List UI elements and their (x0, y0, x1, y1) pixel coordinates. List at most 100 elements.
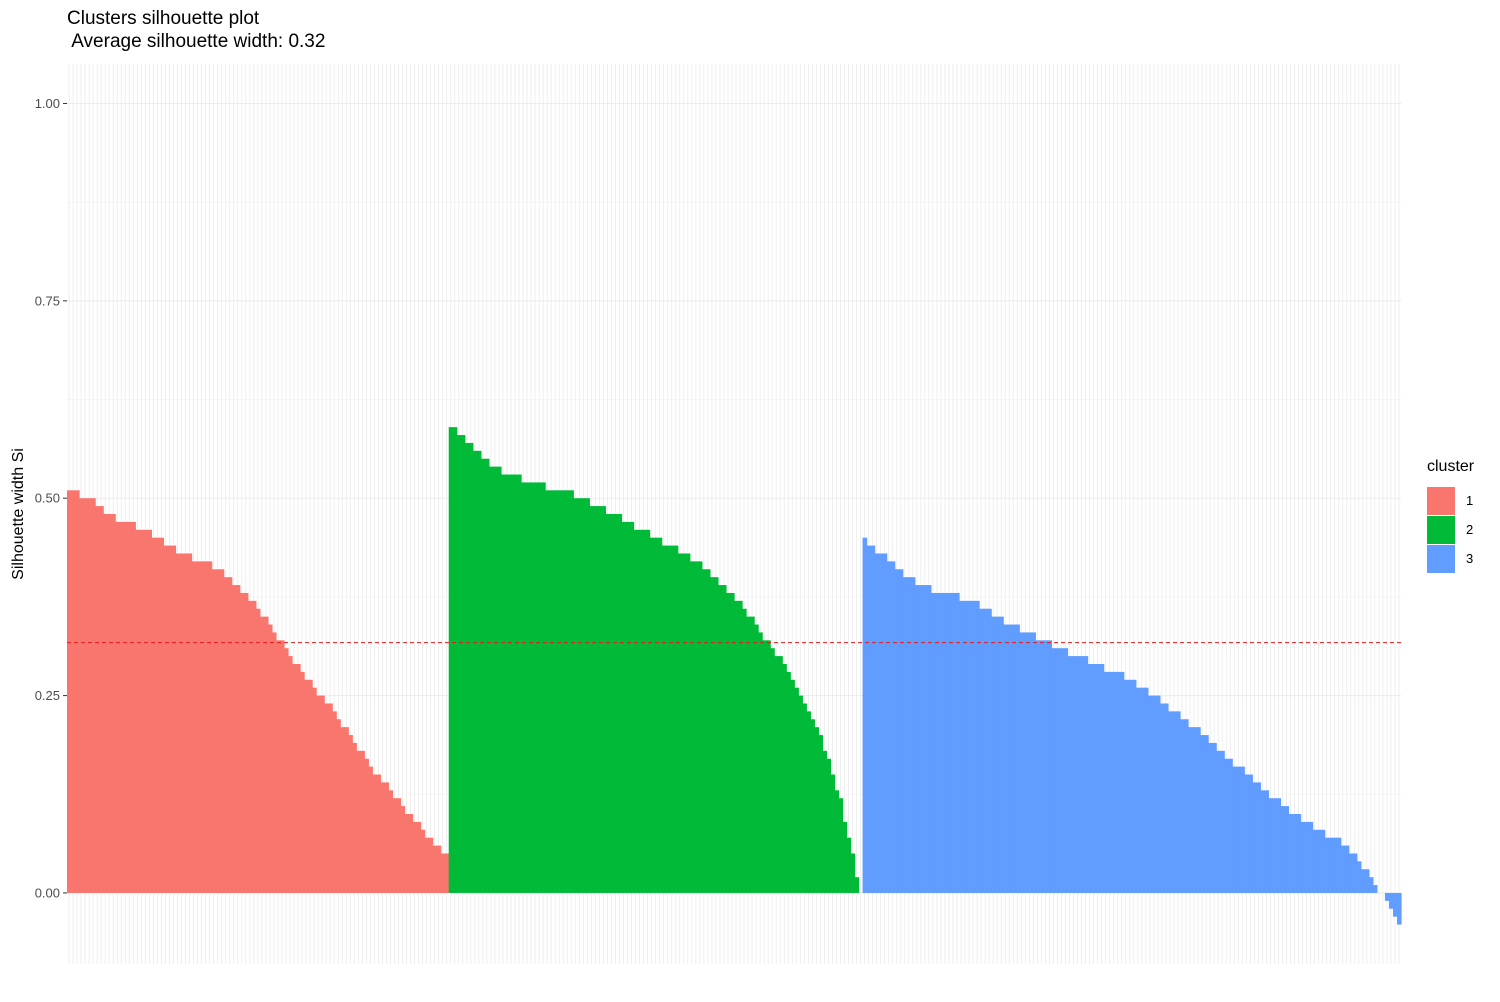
silhouette-bar-cluster-3 (1372, 885, 1378, 893)
silhouette-bar-cluster-1 (163, 545, 169, 893)
silhouette-bar-cluster-3 (1159, 703, 1165, 893)
silhouette-bar-cluster-1 (376, 774, 382, 893)
silhouette-bar-cluster-2 (677, 553, 683, 893)
silhouette-bar-cluster-3 (1316, 829, 1322, 893)
silhouette-bar-cluster-2 (476, 450, 482, 893)
silhouette-bar-cluster-2 (705, 569, 711, 893)
silhouette-bar-cluster-3 (1123, 679, 1129, 893)
silhouette-bar-cluster-3 (1023, 632, 1028, 893)
silhouette-bar-cluster-1 (287, 656, 293, 893)
silhouette-bar-cluster-1 (392, 798, 398, 893)
silhouette-bar-cluster-3 (1252, 782, 1257, 893)
silhouette-bar-cluster-2 (770, 648, 775, 893)
silhouette-bar-cluster-3 (1320, 829, 1326, 893)
silhouette-bar-cluster-2 (665, 545, 671, 893)
y-tick-label: 0.75 (35, 293, 60, 308)
silhouette-bar-cluster-1 (440, 853, 446, 893)
silhouette-bar-cluster-3 (1332, 837, 1338, 893)
chart-subtitle: Average silhouette width: 0.32 (67, 31, 326, 52)
silhouette-bar-cluster-1 (384, 782, 390, 893)
silhouette-bar-cluster-2 (734, 600, 739, 893)
silhouette-bar-cluster-3 (1196, 727, 1201, 893)
silhouette-bar-cluster-2 (613, 514, 619, 893)
silhouette-bars (67, 427, 1402, 925)
legend: cluster 1 2 3 (1427, 458, 1474, 573)
y-tick-label: 0.25 (35, 688, 60, 703)
silhouette-bar-cluster-3 (1292, 814, 1298, 893)
silhouette-bar-cluster-2 (593, 506, 598, 893)
silhouette-bar-cluster-3 (1175, 711, 1181, 893)
silhouette-bar-cluster-3 (1264, 790, 1270, 893)
silhouette-bar-cluster-1 (271, 632, 277, 893)
silhouette-bar-cluster-2 (774, 656, 779, 893)
silhouette-bar-cluster-2 (653, 537, 659, 893)
silhouette-bar-cluster-3 (1224, 758, 1229, 893)
silhouette-bar-cluster-3 (1336, 837, 1342, 893)
silhouette-bar-cluster-2 (484, 458, 490, 893)
silhouette-bar-cluster-2 (802, 703, 807, 893)
silhouette-bar-cluster-1 (91, 498, 96, 893)
silhouette-bar-cluster-1 (147, 529, 152, 893)
silhouette-bar-cluster-1 (67, 490, 72, 893)
silhouette-bar-cluster-3 (1035, 640, 1040, 893)
silhouette-bar-cluster-2 (717, 585, 723, 893)
silhouette-bar-cluster-3 (1111, 671, 1117, 893)
silhouette-bar-cluster-3 (1396, 892, 1402, 925)
silhouette-bar-cluster-3 (1007, 624, 1012, 893)
silhouette-bar-cluster-2 (830, 774, 836, 893)
chart-title: Clusters silhouette plot (67, 8, 260, 29)
silhouette-bar-cluster-1 (444, 853, 450, 893)
silhouette-bar-cluster-2 (673, 545, 679, 893)
silhouette-bar-cluster-2 (738, 600, 743, 893)
silhouette-bar-cluster-1 (283, 648, 289, 893)
silhouette-bar-cluster-2 (537, 482, 542, 893)
silhouette-bar-cluster-2 (605, 514, 611, 893)
silhouette-bar-cluster-2 (818, 735, 823, 893)
silhouette-bar-cluster-1 (95, 506, 100, 893)
silhouette-bar-cluster-3 (1256, 782, 1261, 893)
silhouette-bar-cluster-2 (794, 687, 799, 893)
silhouette-bar-cluster-2 (661, 545, 667, 893)
silhouette-bar-cluster-3 (1095, 664, 1101, 893)
silhouette-bar-cluster-2 (669, 545, 675, 893)
silhouette-bar-cluster-1 (416, 821, 422, 893)
silhouette-bar-cluster-1 (179, 553, 185, 893)
silhouette-bar-cluster-3 (1284, 806, 1290, 893)
silhouette-bar-cluster-3 (1200, 735, 1205, 893)
silhouette-bar-cluster-2 (786, 671, 791, 893)
silhouette-bar-cluster-1 (420, 829, 426, 893)
silhouette-bar-cluster-3 (1360, 869, 1366, 893)
legend-label: 2 (1466, 522, 1474, 537)
silhouette-bar-cluster-2 (685, 553, 691, 893)
silhouette-bar-cluster-3 (1232, 766, 1237, 893)
legend-key-swatch (1427, 486, 1455, 515)
silhouette-bar-cluster-3 (874, 553, 880, 893)
silhouette-bar-cluster-3 (1288, 814, 1294, 893)
silhouette-bar-cluster-3 (1272, 798, 1278, 893)
legend-item-cluster-2: 2 (1427, 515, 1474, 544)
silhouette-bar-cluster-2 (742, 608, 747, 893)
silhouette-bar-cluster-3 (1119, 671, 1125, 893)
silhouette-bar-cluster-1 (83, 498, 88, 893)
silhouette-bar-cluster-3 (1236, 766, 1241, 893)
silhouette-bar-cluster-3 (1240, 766, 1245, 893)
silhouette-bar-cluster-2 (629, 521, 635, 893)
silhouette-bar-cluster-1 (207, 561, 213, 893)
silhouette-bar-cluster-1 (203, 561, 209, 893)
silhouette-bar-cluster-2 (525, 482, 530, 893)
silhouette-bar-cluster-2 (754, 624, 759, 893)
silhouette-bar-cluster-2 (561, 490, 566, 893)
silhouette-bar-cluster-3 (954, 592, 960, 893)
silhouette-bar-cluster-3 (870, 545, 876, 893)
silhouette-bar-cluster-1 (267, 624, 273, 893)
silhouette-bar-cluster-2 (798, 695, 803, 893)
silhouette-bar-cluster-1 (352, 742, 357, 893)
silhouette-bar-cluster-2 (625, 521, 631, 893)
silhouette-bar-cluster-3 (1143, 687, 1149, 893)
silhouette-bar-cluster-2 (758, 632, 763, 893)
silhouette-bar-cluster-2 (721, 585, 727, 893)
silhouette-bar-cluster-3 (886, 561, 892, 893)
silhouette-bar-cluster-3 (963, 600, 968, 893)
silhouette-bar-cluster-3 (866, 545, 872, 893)
silhouette-bar-cluster-2 (496, 466, 502, 893)
